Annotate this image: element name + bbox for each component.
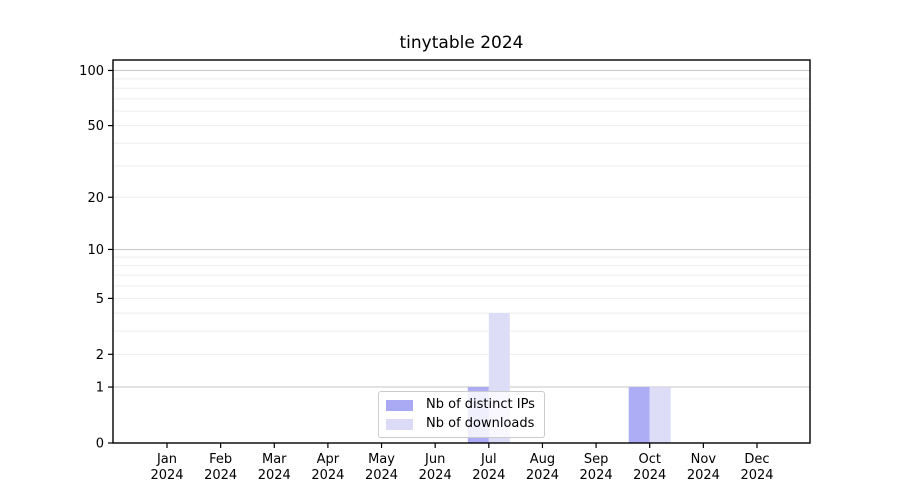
x-tick-label-year: 2024 xyxy=(365,468,398,483)
y-tick-label: 50 xyxy=(87,119,104,134)
y-tick-label: 5 xyxy=(96,292,104,307)
x-tick-label-year: 2024 xyxy=(687,468,720,483)
x-tick-label-month: Sep xyxy=(584,452,609,467)
legend-swatch-distinct-ips xyxy=(386,399,413,411)
y-tick-label: 10 xyxy=(87,243,104,258)
x-tick-label-month: Oct xyxy=(638,452,660,467)
legend-label-distinct-ips: Nb of distinct IPs xyxy=(426,397,535,412)
plot-border xyxy=(112,59,811,444)
legend: Nb of distinct IPs Nb of downloads xyxy=(378,391,545,438)
legend-item-distinct-ips: Nb of distinct IPs xyxy=(386,398,535,412)
x-tick-label-year: 2024 xyxy=(740,468,773,483)
x-tick-label-month: Jan xyxy=(156,452,177,467)
x-tick-label-month: Jul xyxy=(480,452,497,467)
x-tick-label-month: Feb xyxy=(209,452,232,467)
y-tick-label: 1 xyxy=(96,381,104,396)
y-tick-label: 2 xyxy=(96,348,104,363)
x-tick-label-year: 2024 xyxy=(150,468,183,483)
x-tick-label-year: 2024 xyxy=(258,468,291,483)
x-tick-label-year: 2024 xyxy=(580,468,613,483)
x-tick-label-month: Mar xyxy=(262,452,287,467)
bar-distinct-ips-oct xyxy=(628,387,650,443)
x-tick-label-year: 2024 xyxy=(311,468,344,483)
x-tick-label-year: 2024 xyxy=(472,468,505,483)
x-tick-label-month: Nov xyxy=(691,452,717,467)
x-tick-label-month: May xyxy=(368,452,395,467)
y-tick-label: 100 xyxy=(79,64,104,79)
x-tick-label-month: Aug xyxy=(530,452,555,467)
legend-swatch-downloads xyxy=(386,418,413,430)
bar-downloads-oct xyxy=(649,387,671,443)
x-tick-label-year: 2024 xyxy=(526,468,559,483)
x-tick-label-month: Dec xyxy=(744,452,769,467)
x-tick-label-year: 2024 xyxy=(633,468,666,483)
y-tick-label: 20 xyxy=(87,191,104,206)
x-tick-label-month: Apr xyxy=(317,452,340,467)
x-tick-label-year: 2024 xyxy=(204,468,237,483)
y-tick-label: 0 xyxy=(96,437,104,452)
x-tick-label-year: 2024 xyxy=(419,468,452,483)
legend-label-downloads: Nb of downloads xyxy=(426,416,535,431)
legend-item-downloads: Nb of downloads xyxy=(386,417,535,431)
x-tick-label-month: Jun xyxy=(424,452,445,467)
